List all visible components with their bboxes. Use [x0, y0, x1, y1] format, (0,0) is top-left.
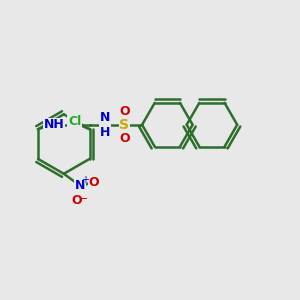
Text: O: O	[119, 105, 130, 118]
Text: NH: NH	[44, 118, 65, 131]
Text: O: O	[72, 194, 83, 207]
Text: N
H: N H	[100, 111, 110, 139]
Text: N: N	[75, 179, 85, 192]
Text: S: S	[119, 118, 129, 132]
Text: +: +	[82, 175, 89, 185]
Text: −: −	[79, 194, 88, 204]
Text: O: O	[119, 132, 130, 145]
Text: Cl: Cl	[68, 115, 81, 128]
Text: O: O	[88, 176, 99, 189]
